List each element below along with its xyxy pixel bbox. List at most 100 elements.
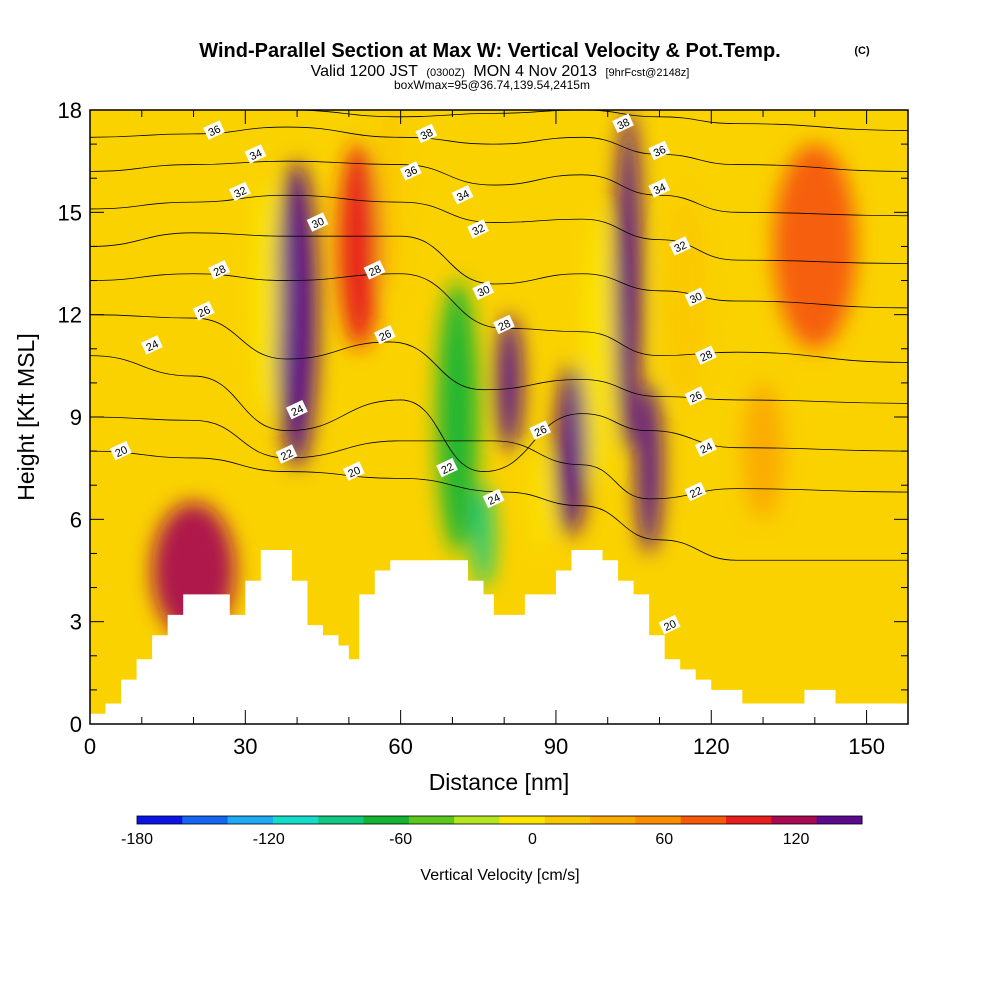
contour-label: 26 <box>373 324 396 345</box>
contour-label-box <box>612 113 634 133</box>
contour-label-box <box>109 440 132 461</box>
contour-label-text: 32 <box>673 239 689 255</box>
contour-label-text: 26 <box>196 304 212 320</box>
velocity-cell <box>555 365 588 537</box>
y-tick-label: 6 <box>70 507 82 532</box>
chart-title: Wind-Parallel Section at Max W: Vertical… <box>199 40 780 62</box>
contour-label-box <box>529 420 552 440</box>
contour-label: 22 <box>275 444 298 464</box>
y-tick-label: 3 <box>70 610 82 635</box>
contour-label: 30 <box>306 212 329 232</box>
contour-label: 32 <box>467 219 489 239</box>
colorbar-swatch <box>590 816 636 824</box>
y-tick-label: 9 <box>70 405 82 430</box>
contour-label: 20 <box>342 461 365 481</box>
contour-label: 34 <box>451 185 474 205</box>
y-axis-label: Height [Kft MSL] <box>13 333 39 500</box>
contour-label: 38 <box>415 123 438 144</box>
contour-label-text: 28 <box>367 263 383 279</box>
contour-label-text: 34 <box>248 147 264 163</box>
contour-label: 36 <box>203 120 225 140</box>
velocity-cell <box>584 212 611 486</box>
theta-contour-24 <box>90 355 908 472</box>
colorbar-swatch <box>816 816 863 824</box>
velocity-cell <box>496 314 523 452</box>
colorbar-tick-label: -60 <box>389 831 412 848</box>
contour-label-box <box>285 400 308 420</box>
contour-label-box <box>467 219 489 239</box>
x-tick-label: 90 <box>544 734 568 759</box>
velocity-cell <box>253 178 279 417</box>
contour-label: 24 <box>141 335 163 355</box>
contour-label: 30 <box>472 280 495 301</box>
contour-label-text: 24 <box>486 492 502 508</box>
colorbar-swatch <box>680 816 727 824</box>
velocity-cell <box>338 144 380 349</box>
colorbar-swatch <box>726 816 772 824</box>
colorbar-tick-label: 0 <box>528 831 537 848</box>
contour-label: 20 <box>109 440 132 461</box>
contour-label: 24 <box>694 437 717 457</box>
contour-label-box <box>415 123 438 144</box>
y-tick-label: 18 <box>58 98 82 123</box>
contour-label: 26 <box>192 301 215 321</box>
velocity-cell <box>473 485 494 588</box>
contour-label-text: 22 <box>279 447 295 463</box>
contour-label-box <box>694 437 717 457</box>
contour-label-text: 28 <box>698 348 714 364</box>
contour-label-text: 30 <box>688 290 704 306</box>
contour-label: 26 <box>529 420 552 440</box>
colorbar-swatch <box>363 816 410 824</box>
colorbar-swatch <box>544 816 591 824</box>
theta-contour-26 <box>90 314 908 404</box>
contour-label-box <box>694 345 717 365</box>
contour-label-text: 28 <box>212 263 228 279</box>
x-tick-label: 30 <box>233 734 257 759</box>
contour-label: 28 <box>694 345 717 365</box>
contour-label-box <box>472 280 495 301</box>
contour-label: 32 <box>229 181 251 202</box>
contour-label: 38 <box>612 113 634 133</box>
colorbar-swatch <box>272 816 319 824</box>
contour-label: 34 <box>244 144 267 164</box>
colorbar-swatch <box>227 816 274 824</box>
contour-label-box <box>363 260 386 280</box>
contour-label-text: 36 <box>207 123 223 139</box>
contour-label-text: 24 <box>289 403 305 419</box>
contour-label-text: 24 <box>144 338 160 354</box>
colorbar: -180 -120 -60 0 60 120 <box>121 815 863 848</box>
theta-contour-30 <box>90 232 908 309</box>
x-tick-label: 120 <box>693 734 730 759</box>
contour-label-text: 30 <box>476 284 492 300</box>
colorbar-label: Vertical Velocity [cm/s] <box>420 867 579 884</box>
contour-label-text: 28 <box>497 318 513 334</box>
contour-label: 32 <box>669 236 691 256</box>
x-tick-label: 60 <box>388 734 412 759</box>
contour-label: 30 <box>684 287 707 307</box>
contour-label-text: 20 <box>113 444 129 460</box>
colorbar-tick-label: 60 <box>655 831 673 848</box>
contour-label-box <box>648 140 671 161</box>
velocity-cell <box>532 451 549 554</box>
colorbar-tick-label: -180 <box>121 831 153 848</box>
copyright-mark: (C) <box>854 45 870 57</box>
contour-label-text: 24 <box>698 441 714 457</box>
contour-label-box <box>684 481 707 502</box>
contour-label: 26 <box>684 386 707 406</box>
contour-label-text: 38 <box>616 117 632 133</box>
theta-contour-22 <box>90 416 908 500</box>
colorbar-swatch <box>182 816 229 824</box>
contour-label-box <box>684 287 707 307</box>
colorbar-swatch <box>635 816 682 824</box>
colorbar-swatch <box>454 816 500 824</box>
velocity-cell <box>742 382 784 520</box>
contour-label-box <box>203 120 225 140</box>
contour-label-text: 30 <box>310 215 326 231</box>
contour-label-box <box>342 461 365 481</box>
contour-label-box <box>229 181 251 202</box>
contour-label-box <box>493 314 515 335</box>
contour-label: 24 <box>285 400 308 420</box>
contour-label-box <box>482 488 505 509</box>
contour-label-text: 26 <box>533 424 549 440</box>
